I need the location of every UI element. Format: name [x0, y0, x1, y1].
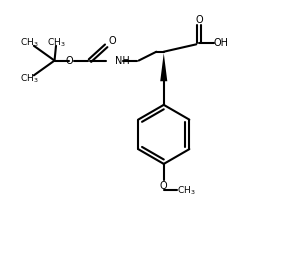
Polygon shape [160, 53, 167, 81]
Text: NH: NH [115, 56, 130, 66]
Text: O: O [195, 15, 203, 25]
Text: O: O [160, 181, 167, 191]
Text: CH$_3$: CH$_3$ [20, 73, 39, 85]
Text: OH: OH [214, 38, 229, 48]
Text: CH$_3$: CH$_3$ [47, 36, 65, 49]
Text: O: O [108, 36, 116, 46]
Text: O: O [66, 56, 73, 66]
Text: CH$_3$: CH$_3$ [20, 36, 39, 49]
Text: CH$_3$: CH$_3$ [177, 184, 195, 197]
